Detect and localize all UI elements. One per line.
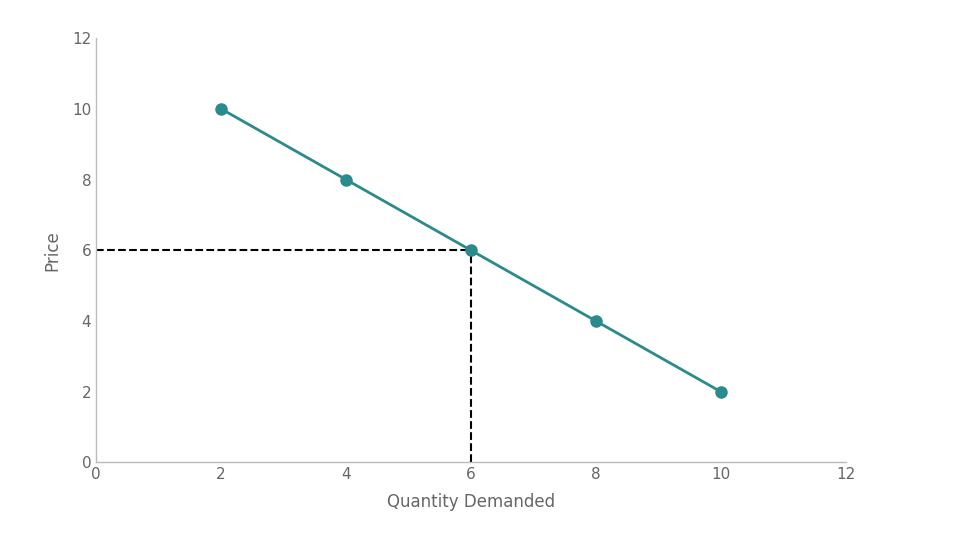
Y-axis label: Price: Price (43, 230, 61, 270)
X-axis label: Quantity Demanded: Quantity Demanded (387, 493, 554, 511)
